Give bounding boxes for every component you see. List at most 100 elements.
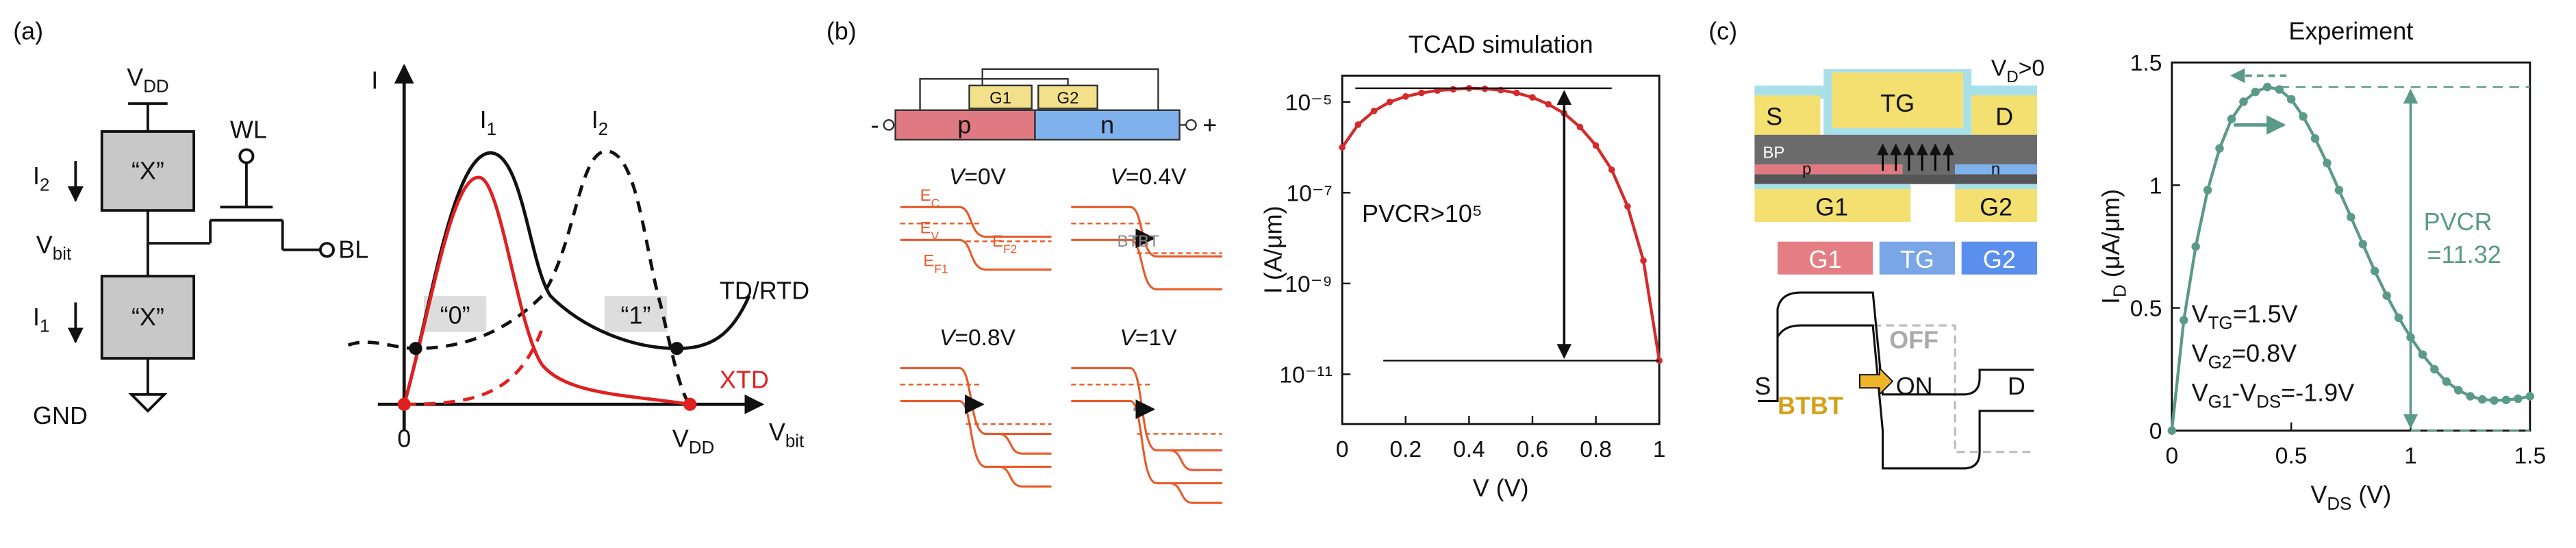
band-diagram-c-path bbox=[1758, 291, 2034, 403]
data-point bbox=[1513, 89, 1520, 97]
text-part: V bbox=[2310, 480, 2327, 508]
band-edge bbox=[1071, 238, 1223, 290]
device-c-rect bbox=[1754, 174, 2038, 184]
bias-label: VD>0 bbox=[1991, 55, 2045, 86]
plot-frame bbox=[1341, 74, 1660, 425]
iv-sketch-rect bbox=[604, 295, 668, 332]
band-edge bbox=[1071, 399, 1223, 484]
text-part: I bbox=[33, 303, 40, 331]
subscript: DS bbox=[2256, 393, 2281, 412]
band-title: V=0.8V bbox=[939, 325, 1016, 351]
data-point bbox=[1624, 203, 1631, 210]
text-part: (V) bbox=[2351, 480, 2391, 508]
device-b-circle bbox=[1185, 119, 1197, 131]
axis-label: Vbit bbox=[769, 418, 805, 451]
data-point bbox=[2490, 396, 2499, 405]
data-point bbox=[2430, 364, 2439, 374]
device-c-rect bbox=[1955, 164, 2038, 175]
data-point bbox=[2215, 144, 2224, 153]
text-part: V bbox=[1120, 325, 1137, 351]
iv-sketch-path bbox=[402, 151, 751, 405]
band-title: V=1V bbox=[1120, 325, 1178, 351]
gate-label: G2 bbox=[1980, 192, 2012, 221]
text-part: =0.8V bbox=[2232, 339, 2297, 367]
subscript: G1 bbox=[2208, 393, 2232, 412]
x-tick-label: 1 bbox=[2404, 444, 2417, 469]
x-tick-label: 1.5 bbox=[2514, 444, 2546, 469]
device-b-path bbox=[919, 78, 1069, 110]
vdd-label: VDD bbox=[672, 425, 714, 458]
data-point bbox=[1450, 86, 1457, 93]
x-tick-label: 0 bbox=[1336, 437, 1349, 462]
text-part: (μA/μm) bbox=[2097, 189, 2125, 284]
data-point bbox=[2453, 386, 2463, 395]
data-point bbox=[2323, 158, 2332, 168]
text-part: =1.5V bbox=[2233, 299, 2298, 327]
device-c-rect bbox=[1955, 184, 2038, 189]
peak-label: I1 bbox=[480, 105, 496, 139]
gnd-label: GND bbox=[33, 401, 88, 429]
gate-label: G2 bbox=[1057, 89, 1079, 108]
band-title: V=0.4V bbox=[1111, 164, 1187, 190]
y-tick-label: 1 bbox=[2149, 173, 2162, 199]
iv-sketch-path bbox=[402, 175, 691, 406]
data-point bbox=[1339, 144, 1346, 151]
subscript: 2 bbox=[40, 175, 49, 195]
terminal-label: - bbox=[871, 110, 879, 138]
bias-label: VG1-VDS=-1.9V bbox=[2192, 378, 2355, 412]
legend-label: TG bbox=[1900, 245, 1934, 273]
device-c bbox=[1754, 68, 2038, 275]
device-c-rect bbox=[1832, 72, 1964, 129]
vbit-label: Vbit bbox=[36, 231, 72, 264]
annotation: PVCR bbox=[2424, 208, 2492, 236]
text-part: V bbox=[36, 231, 53, 259]
band-edge bbox=[998, 465, 1052, 488]
chart-title: Experiment bbox=[2288, 17, 2413, 45]
terminal-label: + bbox=[1202, 110, 1217, 138]
chart-title: TCAD simulation bbox=[1409, 30, 1593, 58]
data-point bbox=[2334, 186, 2344, 195]
device-b-rect bbox=[1034, 109, 1180, 141]
band-edge bbox=[1170, 449, 1223, 471]
band-label: S bbox=[1754, 372, 1771, 400]
state-label: “0” bbox=[440, 301, 470, 329]
circuit bbox=[67, 102, 335, 413]
text-part: E bbox=[992, 232, 1003, 251]
text-part: I bbox=[592, 105, 598, 134]
data-point bbox=[2466, 392, 2475, 401]
data-point bbox=[2191, 242, 2200, 251]
band-edge bbox=[998, 432, 1052, 455]
subscript: DS bbox=[2327, 495, 2351, 514]
subscript: D bbox=[2111, 284, 2130, 297]
band-title: V=0V bbox=[949, 164, 1007, 190]
band-edge bbox=[900, 399, 1052, 468]
subscript: G2 bbox=[2208, 353, 2232, 372]
origin-label: 0 bbox=[397, 425, 411, 453]
device-c-rect bbox=[1955, 188, 2038, 222]
band-diagram-c bbox=[1758, 291, 2034, 470]
data-point bbox=[2227, 114, 2236, 123]
data-point bbox=[1354, 121, 1362, 128]
data-point bbox=[1576, 123, 1584, 131]
text-part: =0.8V bbox=[955, 325, 1015, 351]
text-part: V bbox=[127, 63, 143, 91]
iv-sketch-circle bbox=[683, 397, 697, 411]
curve-label: XTD bbox=[720, 365, 769, 393]
circuit-path bbox=[128, 393, 168, 413]
data-point bbox=[1592, 142, 1600, 149]
text-part: =1V bbox=[1135, 325, 1177, 351]
data-point bbox=[2310, 134, 2320, 143]
gate-label: G1 bbox=[989, 89, 1011, 108]
subscript: V bbox=[931, 229, 939, 242]
y-tick-label: 10⁻⁵ bbox=[1285, 90, 1333, 116]
electrode-label: TG bbox=[1880, 89, 1915, 117]
y-tick-label: 10⁻¹¹ bbox=[1279, 362, 1332, 388]
x-tick-label: 0.5 bbox=[2275, 444, 2308, 469]
data-point bbox=[2501, 395, 2511, 405]
y-axis-label: I (A/μm) bbox=[1259, 206, 1287, 294]
text-part: =0V bbox=[964, 164, 1006, 190]
plot-frame bbox=[2171, 61, 2531, 432]
legend-label: G1 bbox=[1809, 245, 1842, 273]
axis-label: I bbox=[371, 66, 378, 95]
device-c-rect bbox=[1902, 164, 1956, 175]
